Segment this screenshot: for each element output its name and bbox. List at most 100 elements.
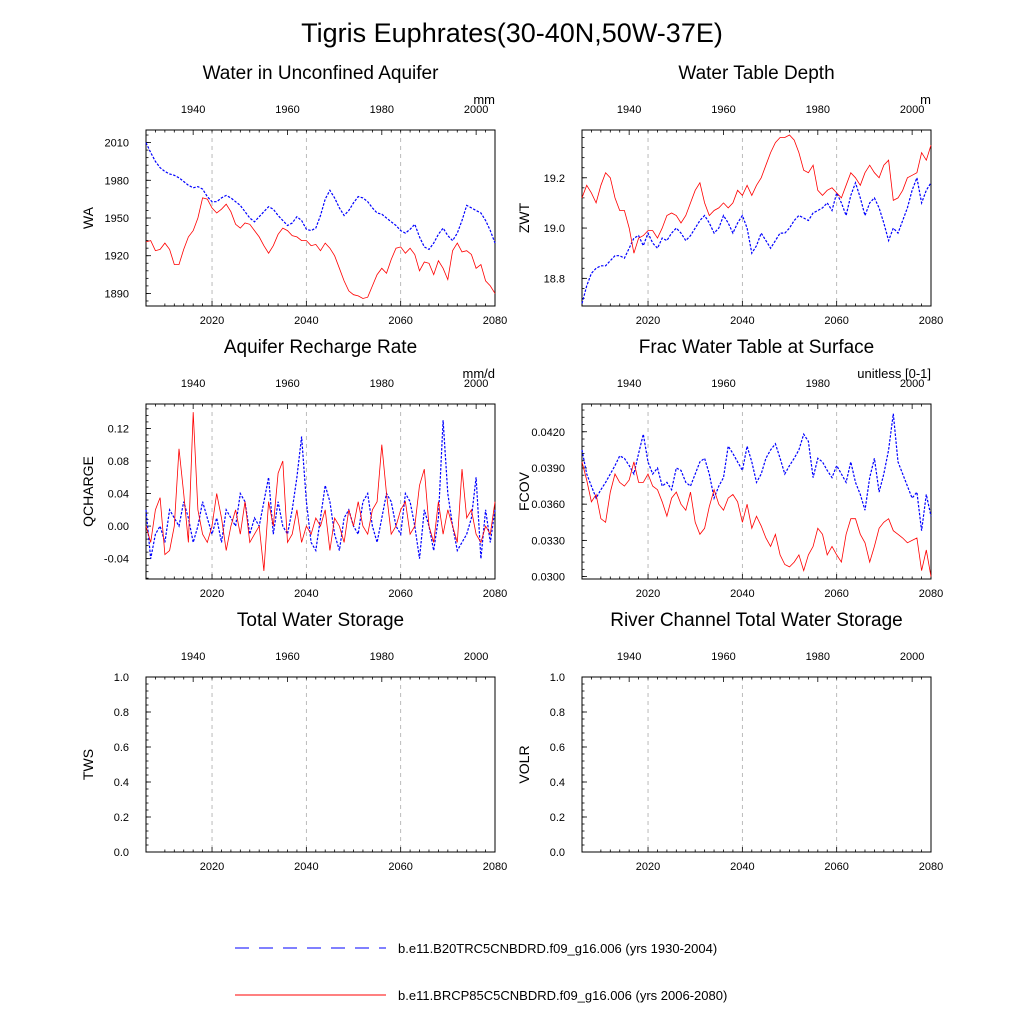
y-tick-label: 0.00 [108,521,129,533]
y-tick-label: 19.0 [544,223,565,235]
y-tick-label: 0.08 [108,456,129,468]
figure-title: Tigris Euphrates(30-40N,50W-37E) [301,18,723,48]
panel-title: Aquifer Recharge Rate [224,337,417,358]
x-top-tick-label: 2000 [900,104,924,116]
x-bottom-tick-label: 2040 [294,861,318,873]
x-bottom-tick-label: 2060 [388,588,412,600]
x-top-tick-label: 1960 [275,651,299,663]
x-top-tick-label: 1940 [617,104,641,116]
x-bottom-tick-label: 2060 [824,861,848,873]
series-line-future [145,197,496,299]
legend: b.e11.B20TRC5CNBDRD.f09_g16.006 (yrs 193… [235,941,727,1003]
x-bottom-tick-label: 2040 [294,588,318,600]
y-tick-label: 0.0330 [531,535,565,547]
units-label: mm/d [463,366,496,381]
y-tick-label: 1920 [105,251,129,263]
y-tick-label: 1.0 [114,672,129,684]
x-top-tick-label: 2000 [900,378,924,390]
y-tick-label: 0.0300 [531,572,565,584]
y-tick-label: 1.0 [550,672,565,684]
y-axis-label: VOLR [516,745,532,783]
series-line-future [581,134,932,254]
y-axis-label: ZWT [516,202,532,233]
y-tick-label: 0.8 [114,707,129,719]
x-top-tick-label: 1960 [711,104,735,116]
x-top-tick-label: 1980 [370,104,394,116]
x-bottom-tick-label: 2080 [919,861,943,873]
y-tick-label: 0.0 [550,847,565,859]
panel-zwt: Water Table Depth m 2020 2040 2060 2080 1940 19… [516,63,943,327]
y-tick-label: 0.12 [108,423,129,435]
panel-qcharge: Aquifer Recharge Rate mm/d 2020 2040 2060 208… [80,337,507,600]
y-tick-label: 19.2 [544,173,565,185]
x-bottom-tick-label: 2080 [483,315,507,327]
x-bottom-tick-label: 2080 [919,588,943,600]
y-tick-label: 0.0420 [531,427,565,439]
y-tick-label: 0.4 [114,777,129,789]
plot-frame [145,676,496,853]
x-top-tick-label: 1980 [806,104,830,116]
y-axis-label: QCHARGE [80,456,96,527]
x-bottom-tick-label: 2020 [636,588,660,600]
x-bottom-tick-label: 2040 [730,315,754,327]
x-top-tick-label: 1940 [181,104,205,116]
x-top-tick-label: 1980 [370,651,394,663]
legend-label-historical: b.e11.B20TRC5CNBDRD.f09_g16.006 (yrs 193… [398,941,717,956]
y-tick-label: -0.04 [104,554,129,566]
x-bottom-tick-label: 2040 [294,315,318,327]
legend-label-future: b.e11.BRCP85C5CNBDRD.f09_g16.006 (yrs 20… [398,988,727,1003]
y-axis-label: FCOV [516,471,532,511]
x-top-tick-label: 1980 [806,651,830,663]
y-axis-label: TWS [80,749,96,780]
plot-frame [145,403,496,580]
x-top-tick-label: 2000 [464,651,488,663]
y-tick-label: 1950 [105,213,129,225]
x-bottom-tick-label: 2060 [388,315,412,327]
x-bottom-tick-label: 2020 [636,861,660,873]
y-axis-label: WA [80,206,96,229]
y-tick-label: 0.2 [114,812,129,824]
x-top-tick-label: 1980 [370,378,394,390]
panels: Water in Unconfined Aquifer mm 2020 2040 206… [80,63,943,873]
y-tick-label: 0.6 [114,742,129,754]
y-tick-label: 0.2 [550,812,565,824]
x-top-tick-label: 2000 [464,378,488,390]
panel-title: Total Water Storage [237,610,404,631]
x-bottom-tick-label: 2080 [919,315,943,327]
panel-title: River Channel Total Water Storage [610,610,903,631]
series-line-future [581,461,932,577]
panel-title: Water Table Depth [678,63,834,84]
series-line-historical [145,142,496,251]
y-tick-label: 0.4 [550,777,565,789]
y-tick-label: 0.04 [108,489,129,501]
x-bottom-tick-label: 2040 [730,861,754,873]
x-top-tick-label: 1940 [617,378,641,390]
y-tick-label: 1980 [105,175,129,187]
x-bottom-tick-label: 2020 [200,315,224,327]
x-bottom-tick-label: 2080 [483,588,507,600]
x-bottom-tick-label: 2020 [200,588,224,600]
plot-frame [145,129,496,307]
y-tick-label: 0.0 [114,847,129,859]
x-bottom-tick-label: 2060 [824,315,848,327]
y-tick-label: 2010 [105,138,129,150]
x-bottom-tick-label: 2040 [730,588,754,600]
y-tick-label: 1890 [105,288,129,300]
plot-frame [581,676,932,853]
units-label: m [920,92,931,107]
plot-frame [581,129,932,307]
series-line-historical [581,413,932,531]
x-top-tick-label: 1960 [711,651,735,663]
x-top-tick-label: 1940 [181,378,205,390]
x-top-tick-label: 1980 [806,378,830,390]
y-tick-label: 0.0390 [531,463,565,475]
x-bottom-tick-label: 2020 [636,315,660,327]
series-line-future [145,412,496,571]
units-label: unitless [0-1] [857,366,931,381]
x-top-tick-label: 2000 [464,104,488,116]
x-top-tick-label: 1940 [617,651,641,663]
panel-title: Water in Unconfined Aquifer [203,63,440,84]
panel-tws: Total Water Storage 2020 2040 2060 2080 1940 1… [80,610,507,873]
y-tick-label: 18.8 [544,273,565,285]
x-bottom-tick-label: 2080 [483,861,507,873]
